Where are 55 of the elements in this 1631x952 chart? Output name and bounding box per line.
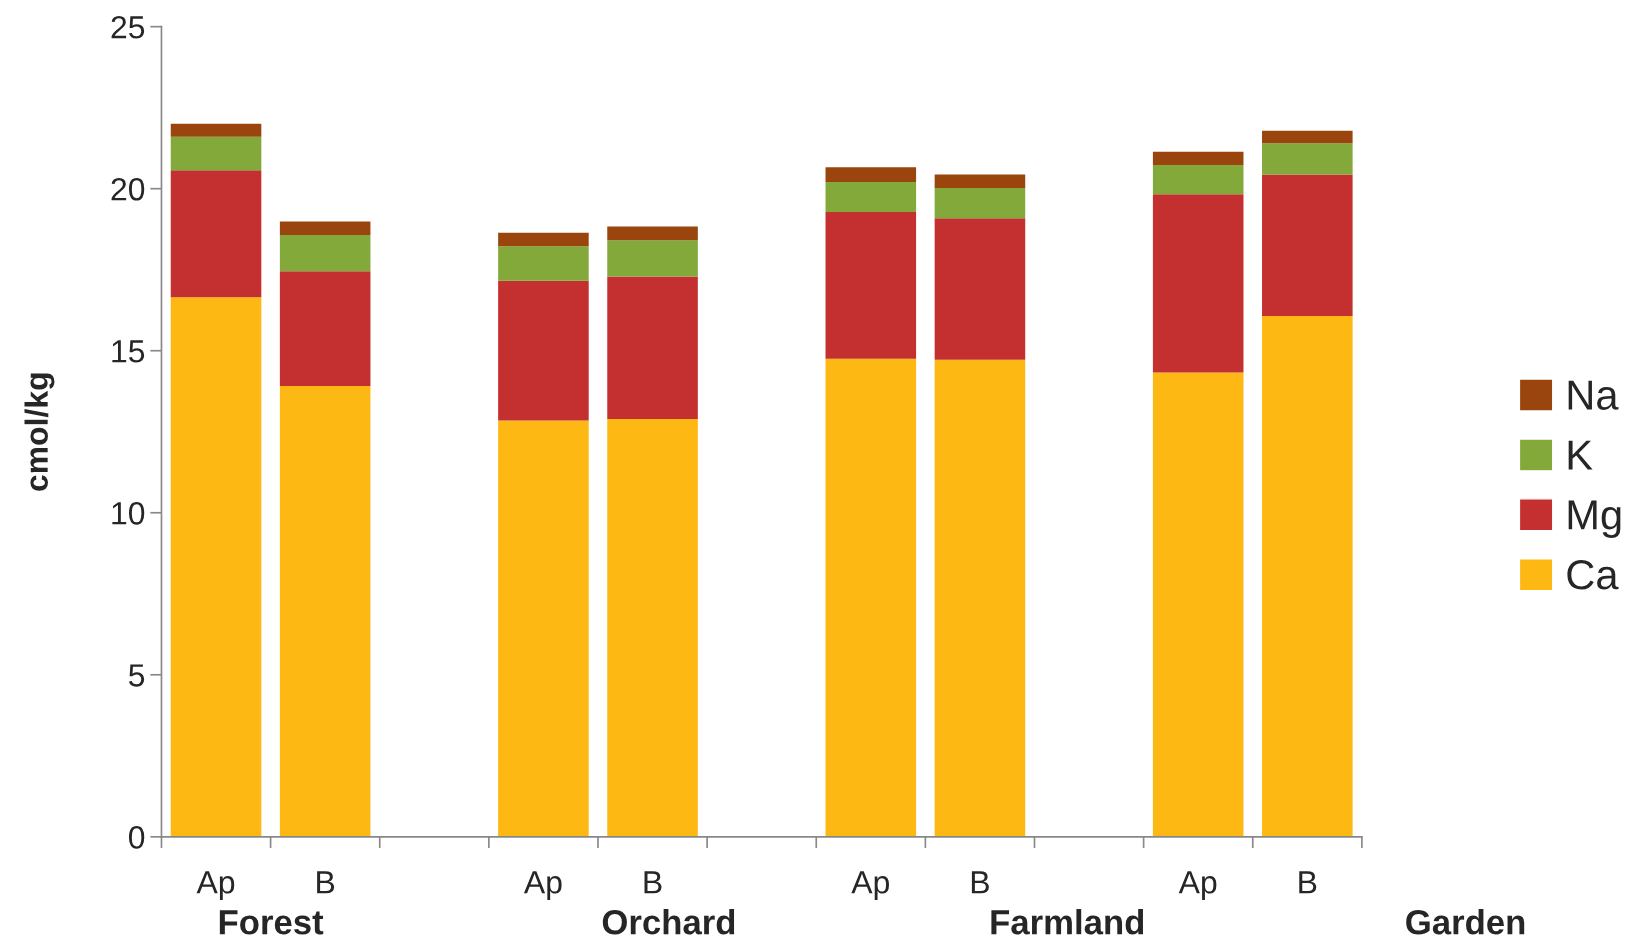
y-tick-label: 20 — [111, 177, 145, 201]
bar — [825, 167, 917, 182]
bar — [498, 420, 589, 837]
x-tick-label: Ap — [851, 871, 889, 900]
x-tick-label: B — [317, 871, 335, 894]
legend-label: K — [1568, 440, 1593, 470]
bar — [170, 170, 262, 298]
bar — [934, 188, 1026, 219]
bar — [279, 221, 371, 236]
x-tick-label: B — [1299, 871, 1317, 894]
bar — [825, 212, 917, 359]
bar — [1262, 174, 1353, 317]
x-tick-label: Ap — [1178, 871, 1217, 900]
bar — [1262, 130, 1353, 144]
y-tick-label: 10 — [112, 502, 145, 525]
bar — [170, 297, 262, 837]
y-tick-label: 15 — [112, 340, 145, 363]
bar — [825, 181, 917, 213]
bar — [825, 358, 917, 837]
bar — [607, 240, 698, 277]
text: Forest — [219, 910, 324, 935]
y-axis-title: cmol/kg — [24, 373, 55, 491]
bar — [607, 276, 698, 420]
x-tick-label: Ap — [196, 871, 235, 900]
bar — [279, 235, 371, 272]
text: Farmland — [991, 909, 1144, 935]
bar — [170, 136, 262, 171]
x-tick-label: Ap — [523, 871, 562, 900]
legend-label: Mg — [1568, 500, 1621, 538]
x-tick-label: B — [644, 871, 662, 894]
y-tick-label: 25 — [111, 15, 145, 39]
legend-label: Ca — [1567, 560, 1619, 590]
bar — [498, 246, 589, 281]
y-tick-label: 5 — [129, 664, 145, 687]
bar — [934, 218, 1026, 360]
bar — [1152, 372, 1244, 837]
bar — [934, 174, 1026, 189]
y-tick-label: 0 — [128, 826, 145, 849]
bar — [607, 226, 698, 241]
bar — [607, 419, 698, 837]
text: Garden — [1406, 909, 1525, 935]
bar — [1152, 165, 1244, 195]
bar — [934, 359, 1026, 837]
bar — [1262, 143, 1353, 175]
x-tick-label: B — [971, 871, 989, 894]
bar — [170, 123, 262, 137]
bar — [279, 386, 371, 837]
legend-label: Na — [1568, 380, 1619, 410]
bar — [1152, 194, 1244, 373]
bar — [1262, 316, 1353, 837]
bar — [1152, 151, 1244, 166]
bar — [279, 271, 371, 387]
bar — [498, 232, 589, 247]
bar — [498, 280, 589, 421]
text: Orchard — [602, 909, 735, 935]
